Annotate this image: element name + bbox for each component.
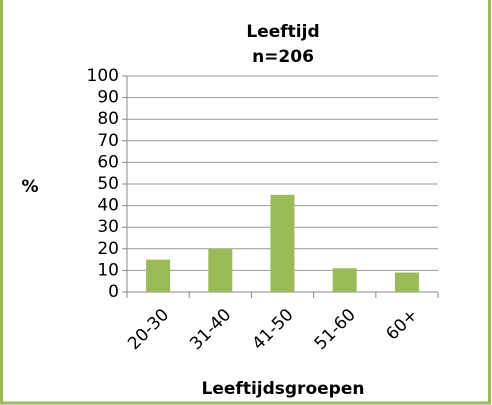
y-tick-label: 80	[97, 109, 119, 129]
y-tick-label: 0	[108, 282, 119, 302]
bar	[394, 272, 419, 292]
y-tick-label: 10	[97, 260, 119, 280]
bar	[332, 268, 357, 292]
y-axis-title: %	[21, 177, 38, 197]
chart-title: Leeftijd	[246, 22, 319, 42]
bar	[270, 194, 295, 292]
y-tick-label: 50	[97, 174, 119, 194]
y-tick-label: 60	[97, 152, 119, 172]
y-tick-label: 90	[97, 88, 119, 108]
y-tick-label: 30	[97, 217, 119, 237]
y-tick-label: 20	[97, 239, 119, 259]
y-tick-label: 100	[87, 66, 119, 86]
y-tick-label: 70	[97, 131, 119, 151]
bar	[208, 248, 233, 292]
bar	[146, 259, 171, 292]
x-axis-title: Leeftijdsgroepen	[202, 379, 365, 399]
y-tick-label: 40	[97, 196, 119, 216]
chart-subtitle: n=206	[252, 47, 314, 67]
